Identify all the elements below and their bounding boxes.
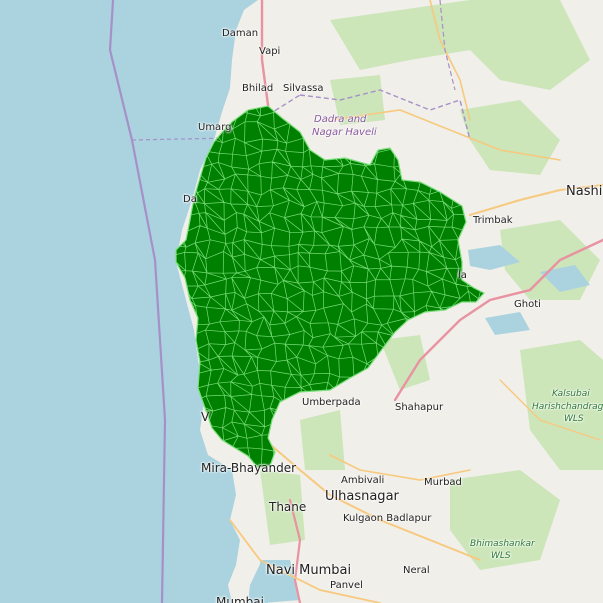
region-label-dadra-line1: Dadra and: [314, 114, 367, 125]
place-label-umberpada: Umberpada: [302, 397, 361, 408]
park-label-kalsubai-line3: WLS: [564, 414, 584, 424]
place-label-mumbai: Mumbai: [216, 595, 264, 603]
place-label-panvel: Panvel: [330, 580, 363, 591]
water-bodies: [248, 245, 590, 603]
place-label-shahapur: Shahapur: [395, 402, 444, 413]
place-label-ulhasnagar: Ulhasnagar: [325, 489, 399, 504]
park-label-bhimashankar-line1: Bhimashankar: [470, 539, 535, 549]
place-label-bhilad: Bhilad: [242, 83, 274, 94]
park-label-bhimashankar-line2: WLS: [491, 551, 511, 561]
region-label-dadra-line2: Nagar Haveli: [312, 127, 377, 138]
place-label-daman: Daman: [222, 28, 259, 39]
place-label-ambivali: Ambivali: [341, 475, 385, 486]
place-label-vapi: Vapi: [259, 46, 281, 57]
place-label-trimbak: Trimbak: [473, 215, 513, 226]
place-label-neral: Neral: [403, 565, 430, 576]
place-label-kulgaon-badlapur: Kulgaon Badlapur: [343, 513, 432, 524]
place-label-ghoti: Ghoti: [514, 299, 541, 310]
place-label-la: la: [458, 270, 467, 281]
place-label-dahanu: Da: [183, 194, 197, 205]
park-label-kalsubai-line2: Harishchandrag: [532, 402, 603, 412]
place-label-vasai: V: [201, 410, 210, 424]
park-label-kalsubai-line1: Kalsubai: [552, 389, 590, 399]
place-label-silvassa: Silvassa: [283, 83, 324, 94]
place-label-umargam: Umarg: [198, 122, 232, 133]
place-label-mira-bhayandar: Mira-Bhayander: [201, 461, 297, 475]
place-label-navi-mumbai: Navi Mumbai: [266, 563, 352, 578]
place-label-nashik: Nashik: [566, 184, 603, 199]
place-label-thane: Thane: [269, 500, 307, 514]
place-label-murbad: Murbad: [424, 477, 462, 488]
